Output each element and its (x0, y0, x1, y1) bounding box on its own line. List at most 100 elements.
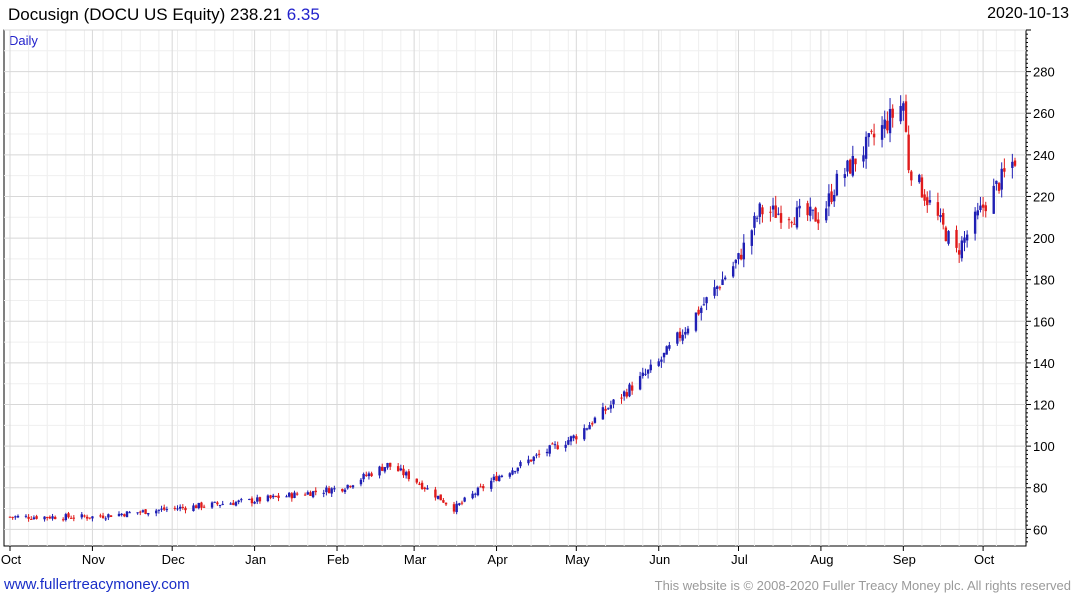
candle-body (293, 492, 296, 498)
candle-body (67, 513, 70, 518)
x-tick-label: Jun (649, 552, 670, 567)
x-tick-label: Feb (327, 552, 349, 567)
candle-body (147, 513, 150, 515)
candle-body (771, 205, 775, 210)
candle-body (155, 510, 158, 514)
candle-body (88, 517, 91, 519)
candle-body (556, 445, 559, 450)
candle-body (85, 516, 89, 519)
candle-body (309, 492, 312, 496)
y-tick-label: 60 (1033, 522, 1047, 537)
candle-body (644, 373, 647, 375)
candle-body (918, 174, 921, 183)
candle-body (777, 213, 780, 215)
candle-body (660, 359, 663, 362)
candle-body (383, 467, 387, 472)
candle-body (250, 498, 254, 504)
candle-body (341, 488, 344, 492)
candle-body (973, 211, 977, 234)
candle-body (604, 408, 607, 411)
candle-body (274, 495, 278, 497)
candle-body (11, 516, 14, 518)
candle-body (622, 391, 626, 397)
candle-body (787, 219, 791, 221)
candle-body (920, 177, 924, 198)
candle-body (811, 209, 815, 211)
candle-body (474, 493, 477, 495)
candle-body (848, 159, 852, 174)
candle-body (107, 514, 110, 518)
candle-body (992, 185, 995, 214)
candle-body (657, 361, 660, 366)
candle-body (957, 250, 961, 255)
y-tick-label: 120 (1033, 398, 1055, 413)
candle-body (753, 215, 756, 228)
candle-body (141, 510, 145, 512)
candle-body (367, 473, 371, 477)
candle-body (311, 491, 315, 498)
candle-body (888, 109, 892, 134)
candle-body (229, 503, 232, 505)
candle-body (548, 445, 551, 454)
candle-body (165, 509, 169, 511)
candle-body (851, 155, 855, 176)
x-tick-label: Nov (82, 552, 106, 567)
candle-body (620, 397, 623, 399)
x-tick-label: Jan (245, 552, 266, 567)
candle-body (519, 462, 522, 467)
candle-body (1003, 168, 1006, 172)
candle-body (886, 120, 889, 131)
candle-body (492, 476, 496, 481)
candle-body (825, 208, 828, 221)
candle-body (325, 487, 328, 493)
candle-body (24, 515, 28, 517)
candle-body (418, 483, 421, 485)
site-link[interactable]: www.fullertreacymoney.com (4, 576, 190, 593)
candle-body (109, 515, 113, 517)
candle-body (742, 242, 746, 260)
candle-body (755, 217, 759, 219)
x-tick-label: Sep (893, 552, 916, 567)
candle-body (910, 171, 913, 181)
candle-body (272, 495, 275, 498)
candle-body (942, 213, 945, 225)
chart-date: 2020-10-13 (987, 5, 1069, 22)
candle-body (721, 279, 724, 285)
candle-body (939, 215, 942, 218)
candle-body (1013, 160, 1017, 166)
candle-body (248, 498, 251, 500)
candle-body (176, 508, 179, 510)
candle-body (649, 364, 652, 371)
candle-body (995, 180, 998, 184)
candle-body (529, 459, 533, 462)
candle-body (564, 444, 567, 448)
price-change: 6.35 (286, 5, 320, 24)
candle-body (314, 490, 317, 493)
candle-body (495, 475, 498, 481)
candle-body (960, 240, 964, 259)
candle-body (343, 489, 347, 493)
candle-body (646, 369, 650, 374)
candle-body (612, 399, 615, 405)
candle-body (697, 309, 700, 315)
candle-body (790, 222, 793, 224)
candle-body (253, 502, 256, 504)
candle-body (891, 108, 894, 118)
candle-body (1000, 168, 1003, 190)
x-tick-label: Mar (404, 552, 427, 567)
candle-body (415, 478, 418, 483)
candle-body (926, 197, 929, 206)
candle-body (72, 517, 76, 519)
candle-body (51, 516, 54, 519)
candle-body (125, 511, 129, 518)
copyright-notice: This website is © 2008-2020 Fuller Treac… (654, 578, 1071, 593)
candle-body (48, 516, 52, 519)
candle-body (471, 493, 474, 499)
candle-body (551, 443, 554, 445)
candle-body (216, 502, 219, 505)
y-tick-label: 200 (1033, 231, 1055, 246)
candle-body (516, 467, 520, 472)
y-tick-label: 140 (1033, 356, 1055, 371)
candle-body (295, 493, 299, 495)
candle-body (181, 506, 185, 508)
